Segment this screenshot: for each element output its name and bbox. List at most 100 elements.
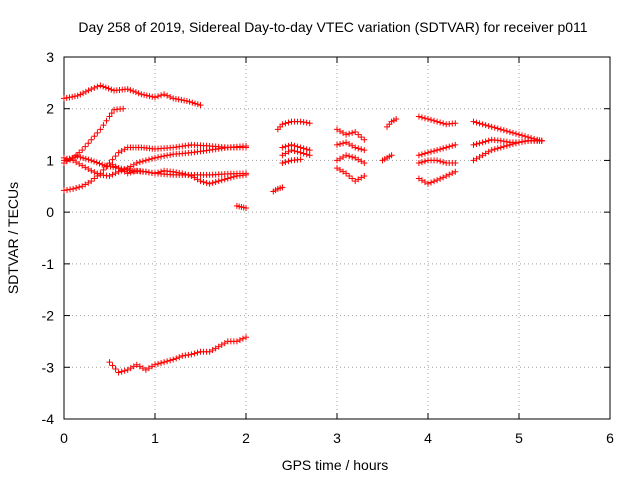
series-track-a <box>61 82 204 109</box>
data-point <box>127 163 134 170</box>
data-point <box>279 121 286 128</box>
data-point <box>361 160 368 167</box>
data-point <box>152 361 158 368</box>
data-point <box>337 155 344 162</box>
data-point <box>143 92 150 99</box>
data-point <box>97 82 104 89</box>
data-point <box>503 128 510 135</box>
data-point <box>152 170 158 177</box>
data-point <box>452 168 459 175</box>
data-point <box>297 144 304 151</box>
data-point <box>421 115 428 122</box>
data-point <box>61 187 67 194</box>
data-point <box>148 169 155 176</box>
series-track-u <box>415 141 459 159</box>
data-point <box>155 93 162 100</box>
data-point <box>200 178 207 185</box>
data-point <box>133 361 140 368</box>
data-point <box>164 92 171 99</box>
data-point <box>494 125 501 132</box>
data-point <box>88 136 95 143</box>
x-tick-label: 6 <box>606 430 614 446</box>
series-track-b <box>61 105 127 167</box>
data-point <box>85 156 92 163</box>
data-point <box>343 139 350 146</box>
data-point <box>243 142 249 149</box>
data-point <box>355 176 362 183</box>
data-point <box>418 177 425 184</box>
data-point <box>334 126 340 133</box>
data-point <box>358 134 365 141</box>
data-point <box>188 351 195 358</box>
data-point <box>132 89 139 96</box>
data-point <box>191 174 198 181</box>
data-point <box>282 159 289 166</box>
data-point <box>64 155 71 162</box>
data-point <box>145 156 152 163</box>
data-point <box>522 138 529 145</box>
data-point <box>139 158 146 165</box>
data-point <box>352 144 359 151</box>
data-point <box>109 161 116 168</box>
data-point <box>71 93 78 100</box>
data-point <box>170 356 177 363</box>
data-point <box>352 154 359 161</box>
data-point <box>104 163 111 170</box>
data-point <box>434 157 441 164</box>
data-point <box>183 97 190 104</box>
data-point <box>91 133 98 140</box>
x-tick-label: 3 <box>333 430 341 446</box>
data-point <box>74 153 81 160</box>
data-point <box>108 86 115 93</box>
data-point <box>512 130 519 137</box>
data-point <box>136 159 143 166</box>
data-point <box>224 175 231 182</box>
y-tick-label: 3 <box>46 49 54 65</box>
data-point <box>243 205 249 212</box>
data-point <box>115 165 122 172</box>
data-point <box>85 166 92 173</box>
data-point <box>97 126 104 133</box>
series-track-s <box>379 152 395 164</box>
data-point <box>340 140 347 147</box>
series-track-x <box>470 118 545 144</box>
data-point <box>479 152 486 159</box>
y-tick-label: 2 <box>46 101 54 117</box>
data-point <box>303 119 310 126</box>
data-point <box>503 138 510 145</box>
data-point <box>67 186 74 193</box>
data-point <box>124 165 131 172</box>
data-point <box>279 144 286 151</box>
data-point <box>415 152 422 159</box>
data-point <box>91 175 98 182</box>
data-point <box>425 116 431 123</box>
data-point <box>106 172 113 179</box>
data-point <box>334 157 340 164</box>
data-point <box>297 118 304 125</box>
y-tick-label: 0 <box>46 204 54 220</box>
data-point <box>300 119 307 126</box>
data-point <box>63 94 70 101</box>
data-point <box>431 117 438 124</box>
data-point <box>106 160 113 167</box>
data-point <box>88 167 95 174</box>
series-track-j <box>274 118 313 133</box>
data-point <box>300 150 307 157</box>
data-point <box>343 131 350 138</box>
data-point <box>94 83 101 90</box>
data-point <box>434 118 441 125</box>
data-point <box>428 179 435 186</box>
data-point <box>158 168 165 175</box>
data-point <box>106 359 113 366</box>
data-point <box>449 142 456 149</box>
series-track-t <box>415 113 459 128</box>
data-point <box>108 110 115 117</box>
data-point <box>182 171 189 178</box>
data-point <box>470 141 477 148</box>
data-point <box>88 157 95 164</box>
data-points <box>61 82 545 376</box>
data-point <box>519 138 526 145</box>
series-track-q <box>334 165 368 185</box>
data-point <box>103 117 110 124</box>
